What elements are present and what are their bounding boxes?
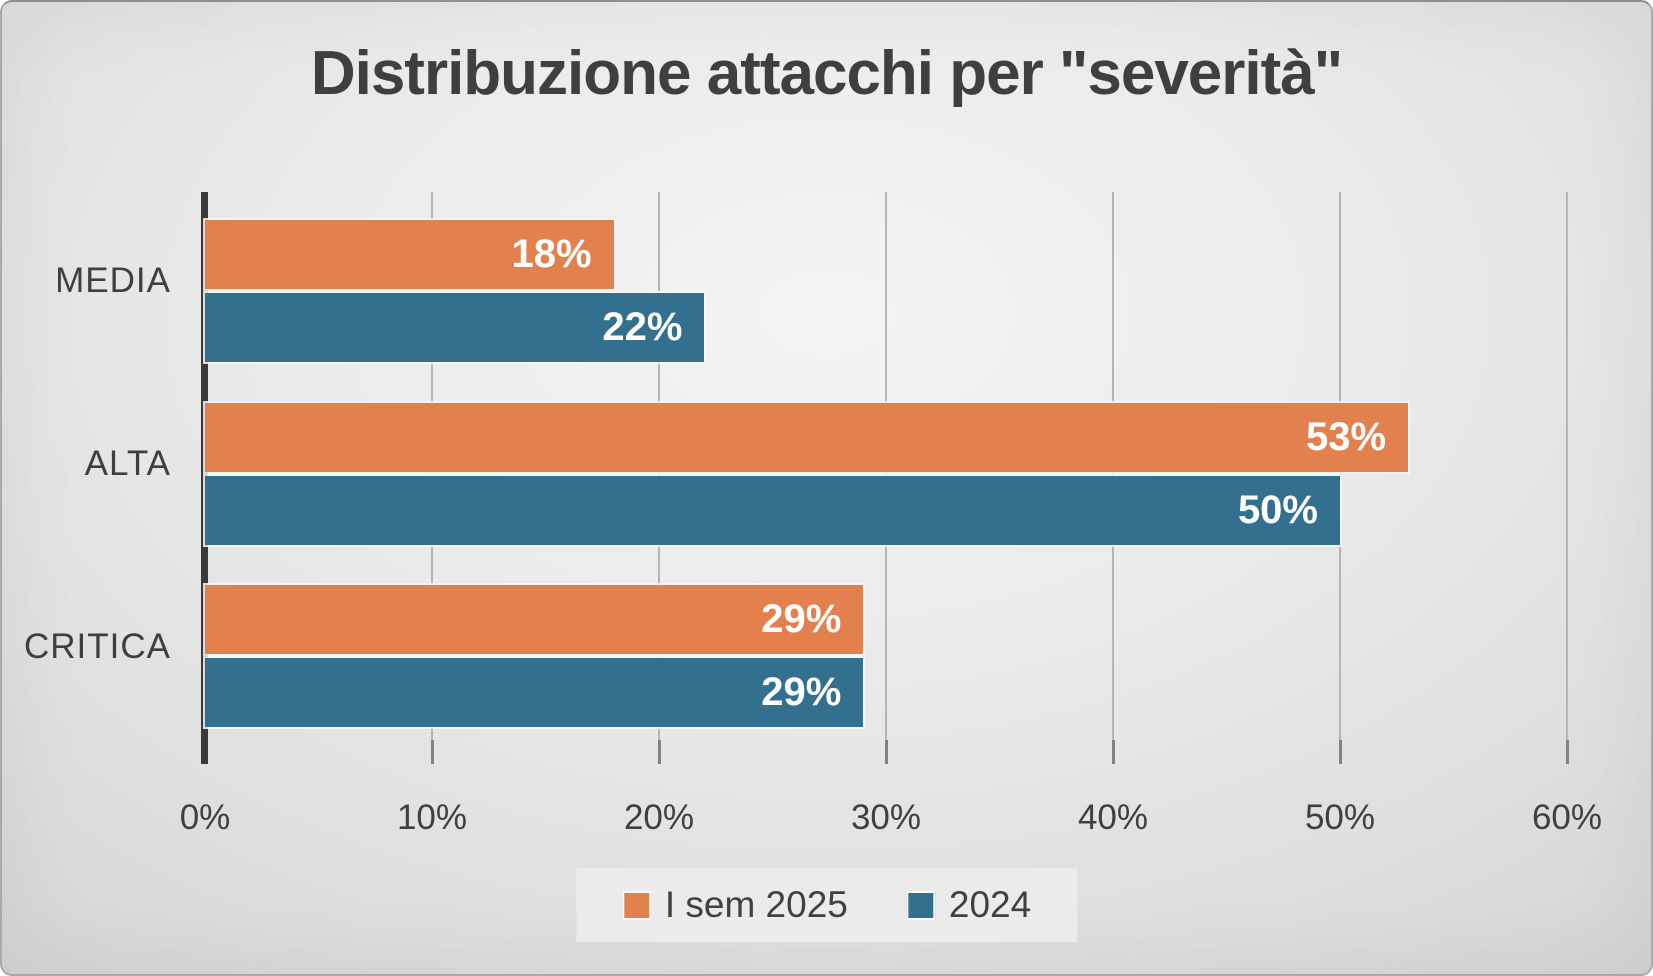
bar-i-sem-2025-media[interactable]: 18% (205, 220, 614, 289)
x-tick-label-10%: 10% (396, 798, 468, 837)
x-tick-label-50%: 50% (1304, 798, 1376, 837)
x-tick-label-60%: 60% (1531, 798, 1603, 837)
data-label-media-2024: 22% (602, 305, 683, 349)
chart-title: Distribuzione attacchi per "severità" (310, 39, 1343, 108)
bar-2024-alta[interactable]: 50% (205, 475, 1340, 545)
x-axis-tick-30% (885, 740, 888, 764)
legend-label: I sem 2025 (664, 884, 848, 925)
x-axis-tick-40% (1112, 740, 1115, 764)
bar-i-sem-2025-critica[interactable]: 29% (205, 585, 864, 655)
category-label-critica: CRITICA (24, 626, 171, 666)
legend-item-i-sem-2025[interactable]: I sem 2025 (621, 884, 848, 926)
chart-legend: I sem 2025 2024 (575, 868, 1078, 942)
legend-item-2024[interactable]: 2024 (905, 884, 1032, 926)
category-label-media: MEDIA (55, 261, 171, 301)
x-tick-label-0%: 0% (179, 798, 231, 837)
legend-label: 2024 (948, 884, 1032, 925)
category-label-alta: ALTA (84, 444, 171, 483)
data-label-critica-i-sem-2025: 29% (761, 597, 842, 642)
x-axis-tick-10% (431, 740, 434, 764)
x-axis-tick-20% (658, 740, 661, 764)
x-tick-label-40%: 40% (1077, 798, 1149, 837)
data-label-alta-i-sem-2025: 53% (1306, 414, 1387, 459)
x-tick-label-20%: 20% (623, 798, 695, 837)
bar-2024-media[interactable]: 22% (205, 293, 705, 362)
x-axis-tick-60% (1566, 740, 1569, 764)
x-axis-tick-50% (1339, 740, 1342, 764)
legend-swatch-icon (621, 890, 651, 920)
legend-swatch-icon (905, 890, 935, 920)
x-tick-label-30%: 30% (850, 798, 922, 837)
data-label-media-i-sem-2025: 18% (511, 232, 592, 276)
gridline-60% (1566, 192, 1568, 740)
bar-i-sem-2025-alta[interactable]: 53% (205, 402, 1409, 472)
y-axis-line (201, 192, 208, 764)
data-label-alta-2024: 50% (1237, 487, 1318, 532)
data-label-critica-2024: 29% (761, 670, 842, 715)
bar-2024-critica[interactable]: 29% (205, 658, 864, 728)
